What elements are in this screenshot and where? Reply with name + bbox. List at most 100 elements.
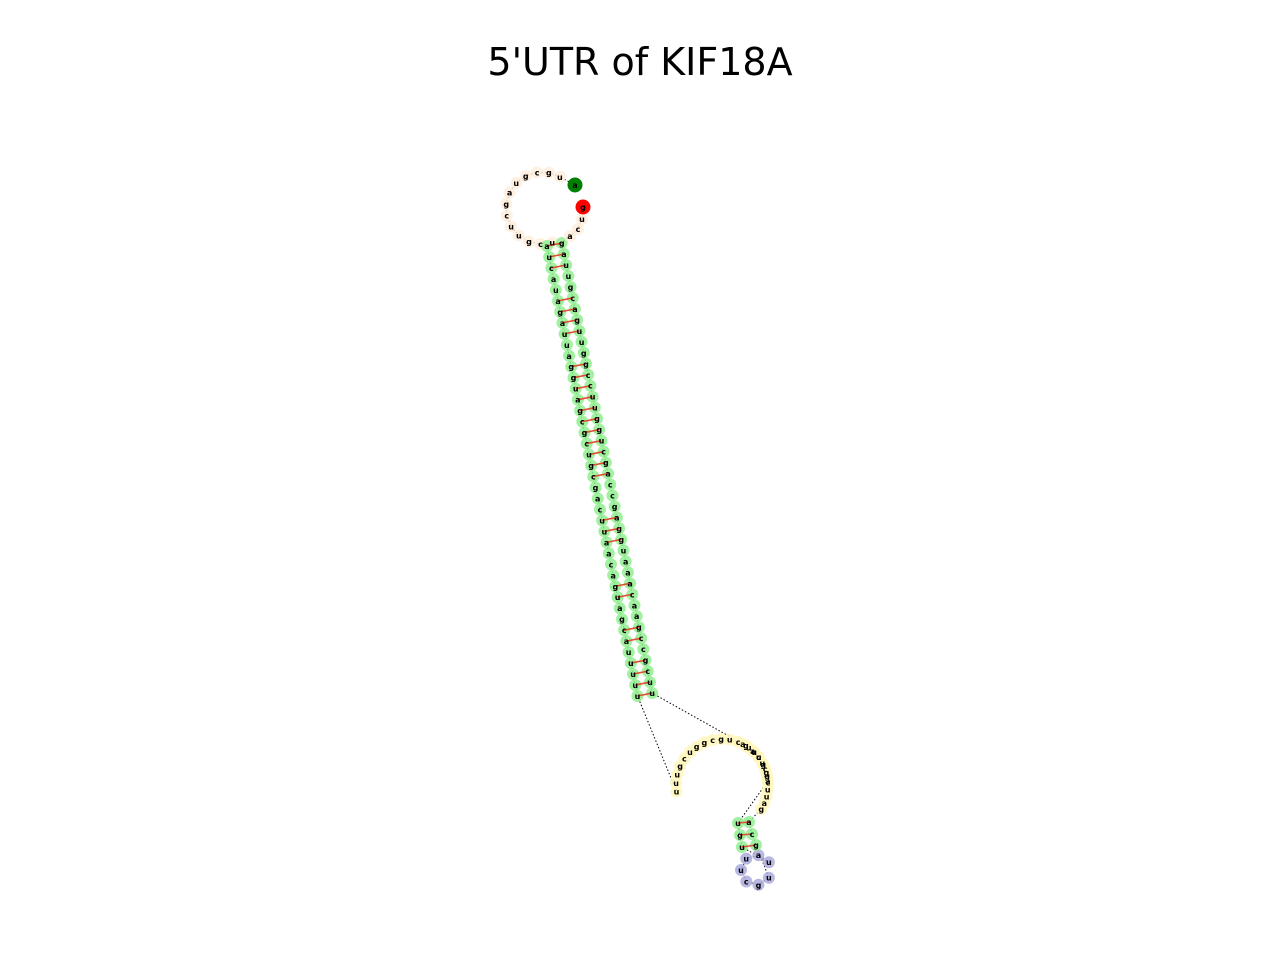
figure-title: 5'UTR of KIF18A	[487, 40, 793, 84]
nucleotide-label: c	[645, 667, 650, 676]
nucleotide-label: c	[535, 168, 540, 177]
nucleotide-label: g	[582, 429, 588, 438]
nucleotide-label: g	[694, 743, 700, 752]
nucleotide-label: u	[647, 678, 653, 687]
nucleotide-region-hairpin	[762, 871, 775, 884]
nucleotide-label: c	[608, 481, 613, 490]
nucleotide-region-loop	[505, 220, 518, 233]
nucleotide-label: u	[621, 546, 627, 555]
nucleotide-label: u	[628, 659, 634, 668]
nucleotide-label: u	[630, 670, 636, 679]
nucleotide-region-stem	[637, 643, 650, 656]
nucleotide-label: g	[559, 239, 565, 248]
base-pair-line	[551, 264, 567, 269]
nucleotide-region-loop	[564, 230, 576, 242]
nucleotide-region-stem	[562, 269, 575, 282]
nucleotide-label: u	[687, 748, 693, 757]
nucleotide-label: g	[593, 483, 599, 492]
nucleotide-label: u	[546, 253, 552, 262]
nucleotide-label: u	[579, 338, 585, 347]
nucleotide-label: u	[674, 770, 680, 779]
nucleotide-label: u	[766, 858, 772, 867]
nucleotide-region-stem	[621, 566, 634, 579]
base-pair-line	[739, 833, 753, 836]
five-prime-start-marker	[567, 177, 583, 193]
nucleotide-region-stem	[593, 503, 606, 516]
nucleotide-label: u	[674, 787, 680, 796]
nucleotide-label: g	[571, 374, 577, 383]
nucleotide-label: u	[553, 286, 559, 295]
nucleotide-label: a	[572, 181, 577, 190]
nucleotide-label: u	[586, 451, 592, 460]
base-pair-line	[635, 681, 651, 686]
nucleotide-label: a	[617, 604, 622, 613]
nucleotide-label: g	[588, 462, 594, 471]
nucleotide-region-stem	[577, 346, 590, 359]
nucleotide-label: g	[701, 739, 707, 748]
nucleotide-label: u	[508, 223, 514, 232]
base-pair-line	[637, 692, 653, 697]
nucleotide-label: u	[576, 327, 582, 336]
nucleotide-label: u	[599, 516, 605, 525]
three-prime-end-marker	[575, 199, 591, 215]
nucleotide-label: c	[630, 590, 635, 599]
nucleotide-label: a	[625, 568, 630, 577]
base-pair-line	[546, 242, 562, 247]
nucleotide-label: g	[526, 238, 532, 247]
nucleotide-label: c	[641, 645, 646, 654]
rna-backbone	[505, 171, 770, 886]
nucleotide-label: c	[591, 472, 596, 481]
nucleotide-region-stem	[589, 481, 602, 494]
nucleotide-region-hairpin	[740, 852, 753, 865]
base-pair-line	[562, 319, 578, 324]
nucleotide-region-stem	[607, 569, 620, 582]
nucleotide-label: u	[562, 330, 568, 339]
nucleotide-label: u	[565, 272, 571, 281]
nucleotide-label: u	[756, 753, 762, 762]
nucleotide-label: a	[627, 579, 632, 588]
nucleotide-label: g	[636, 623, 642, 632]
base-pair-line	[590, 461, 606, 467]
nucleotide-region-stem	[628, 599, 641, 612]
nucleotide-label: c	[580, 418, 585, 427]
nucleotide-region-hairpin	[752, 849, 765, 862]
base-pair-line	[737, 821, 750, 824]
nucleotide-label: c	[586, 371, 591, 380]
base-pair-line	[604, 527, 620, 533]
nucleotide-label: u	[615, 593, 621, 602]
nucleotide-label: u	[751, 748, 757, 757]
nucleotide-label: u	[602, 527, 608, 536]
nucleotide-label: u	[516, 232, 522, 241]
nucleotide-label: u	[649, 689, 655, 698]
nucleotide-label: u	[727, 736, 733, 745]
base-pair-line	[632, 670, 648, 675]
nucleotide-label: g	[574, 316, 580, 325]
base-pair-line	[549, 253, 565, 258]
base-pair-line	[626, 637, 642, 642]
nucleotide-label: a	[750, 747, 755, 756]
nucleotide-region-stem	[608, 500, 621, 513]
nucleotide-label: g	[763, 769, 769, 778]
base-pair-layer	[546, 242, 757, 848]
nucleotide-label: c	[584, 440, 589, 449]
nucleotide-label: a	[544, 242, 549, 251]
nucleotide-label: g	[596, 426, 602, 435]
nucleotide-label: a	[566, 352, 571, 361]
nucleotide-region-loop	[503, 186, 516, 199]
nucleotide-label: a	[606, 549, 611, 558]
nucleotide-label: g	[756, 881, 762, 890]
nucleotide-label: c	[756, 753, 761, 762]
nucleotide-label: g	[580, 203, 586, 212]
nucleotide-region-stem	[564, 280, 577, 293]
nucleotide-region-loop	[576, 213, 588, 225]
base-pair-line	[560, 308, 576, 313]
nucleotide-label: a	[555, 297, 560, 306]
nucleotide-region-stem	[591, 492, 604, 505]
nucleotide-label: g	[583, 360, 589, 369]
base-pair-line	[584, 428, 600, 434]
nucleotide-label: c	[622, 626, 627, 635]
nucleotide-label: u	[673, 779, 679, 788]
base-pair-line	[615, 582, 631, 588]
nucleotide-label: c	[588, 382, 593, 391]
